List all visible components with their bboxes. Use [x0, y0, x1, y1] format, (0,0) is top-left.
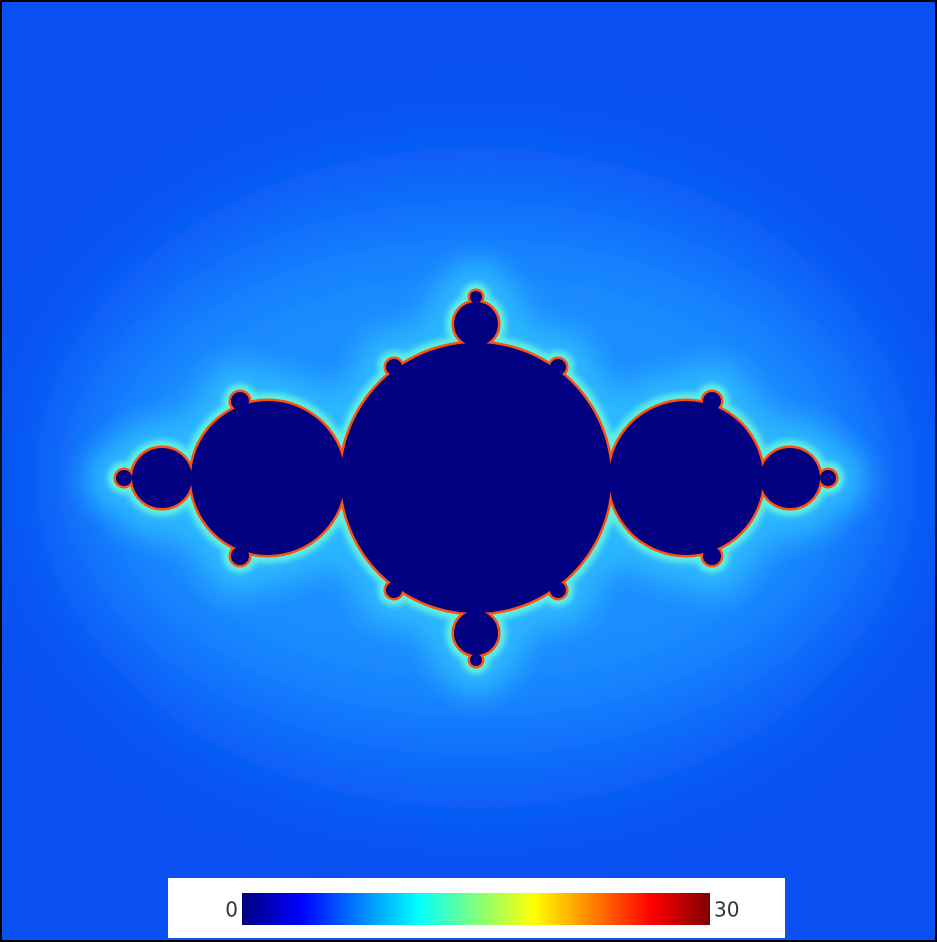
chart: 0 30 [0, 0, 937, 942]
colorbar-tick-label: 30 [714, 898, 739, 922]
colorbar [242, 893, 710, 925]
page: {"chart_data": {"type": "heatmap", "colo… [0, 0, 937, 942]
colorbar-tick-label: 0 [225, 898, 238, 922]
